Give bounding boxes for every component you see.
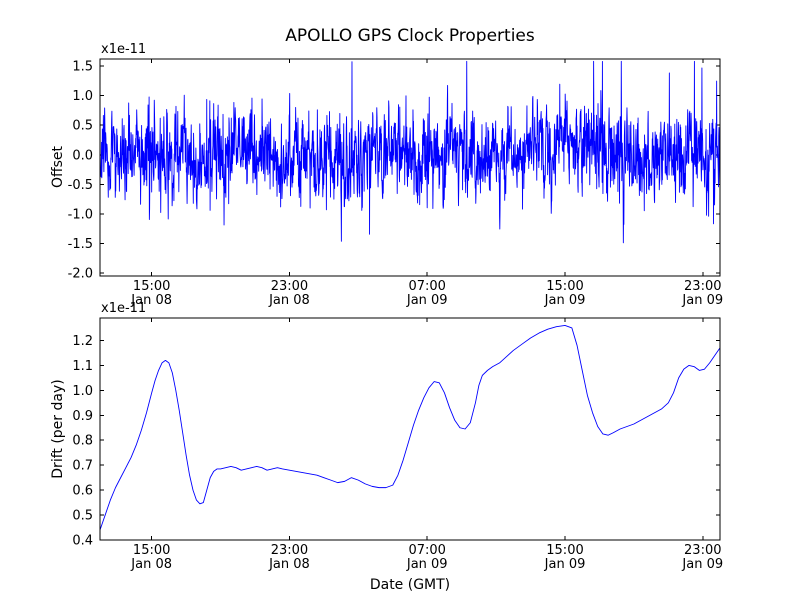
drift-series-line [99,325,721,531]
y-tick-label: 0.8 [72,434,93,449]
x-tick-date-label: Jan 09 [544,557,586,572]
x-tick-time-label: 23:00 [684,543,721,558]
x-tick-date-label: Jan 08 [268,293,310,308]
offset-plot-frame [99,58,721,277]
offset-series-line [99,60,721,244]
drift-y-axis-label: Drift (per day) [50,379,66,478]
y-tick-label: 0.4 [72,534,93,549]
y-tick-label: 0.7 [72,459,93,474]
x-tick-time-label: 15:00 [133,543,170,558]
x-tick-date-label: Jan 09 [406,557,448,572]
y-tick-label: 0.5 [72,119,93,134]
chart-title: APOLLO GPS Clock Properties [285,26,535,46]
x-tick-date-label: Jan 09 [406,293,448,308]
y-tick-label: 1.1 [72,359,93,374]
x-tick-time-label: 07:00 [408,543,445,558]
x-tick-date-label: Jan 08 [130,293,172,308]
x-axis-label: Date (GMT) [370,577,450,593]
offset-scale-multiplier: x1e-11 [101,42,146,57]
y-tick-label: 0.9 [72,409,93,424]
x-tick-time-label: 23:00 [271,279,308,294]
x-tick-date-label: Jan 09 [544,293,586,308]
x-tick-time-label: 23:00 [684,279,721,294]
y-tick-label: -2.0 [68,267,93,282]
drift-plot-frame [99,317,721,541]
y-tick-label: 0.0 [72,148,93,163]
y-tick-label: -1.0 [68,207,93,222]
y-tick-label: 0.5 [72,509,93,524]
x-tick-date-label: Jan 09 [681,557,723,572]
x-tick-time-label: 15:00 [546,543,583,558]
x-tick-date-label: Jan 08 [130,557,172,572]
x-tick-time-label: 07:00 [408,279,445,294]
y-tick-label: 1.5 [72,60,93,75]
offset-y-axis-label: Offset [50,145,66,188]
y-tick-label: 0.6 [72,484,93,499]
x-tick-time-label: 15:00 [133,279,170,294]
y-tick-label: 1.2 [72,334,93,349]
x-tick-date-label: Jan 08 [268,557,310,572]
x-tick-date-label: Jan 09 [681,293,723,308]
y-tick-label: -0.5 [68,178,93,193]
x-tick-time-label: 23:00 [271,543,308,558]
x-tick-time-label: 15:00 [546,279,583,294]
y-tick-label: 1.0 [72,384,93,399]
y-tick-label: -1.5 [68,237,93,252]
drift-scale-multiplier: x1e-11 [101,301,146,316]
y-tick-label: 1.0 [72,89,93,104]
